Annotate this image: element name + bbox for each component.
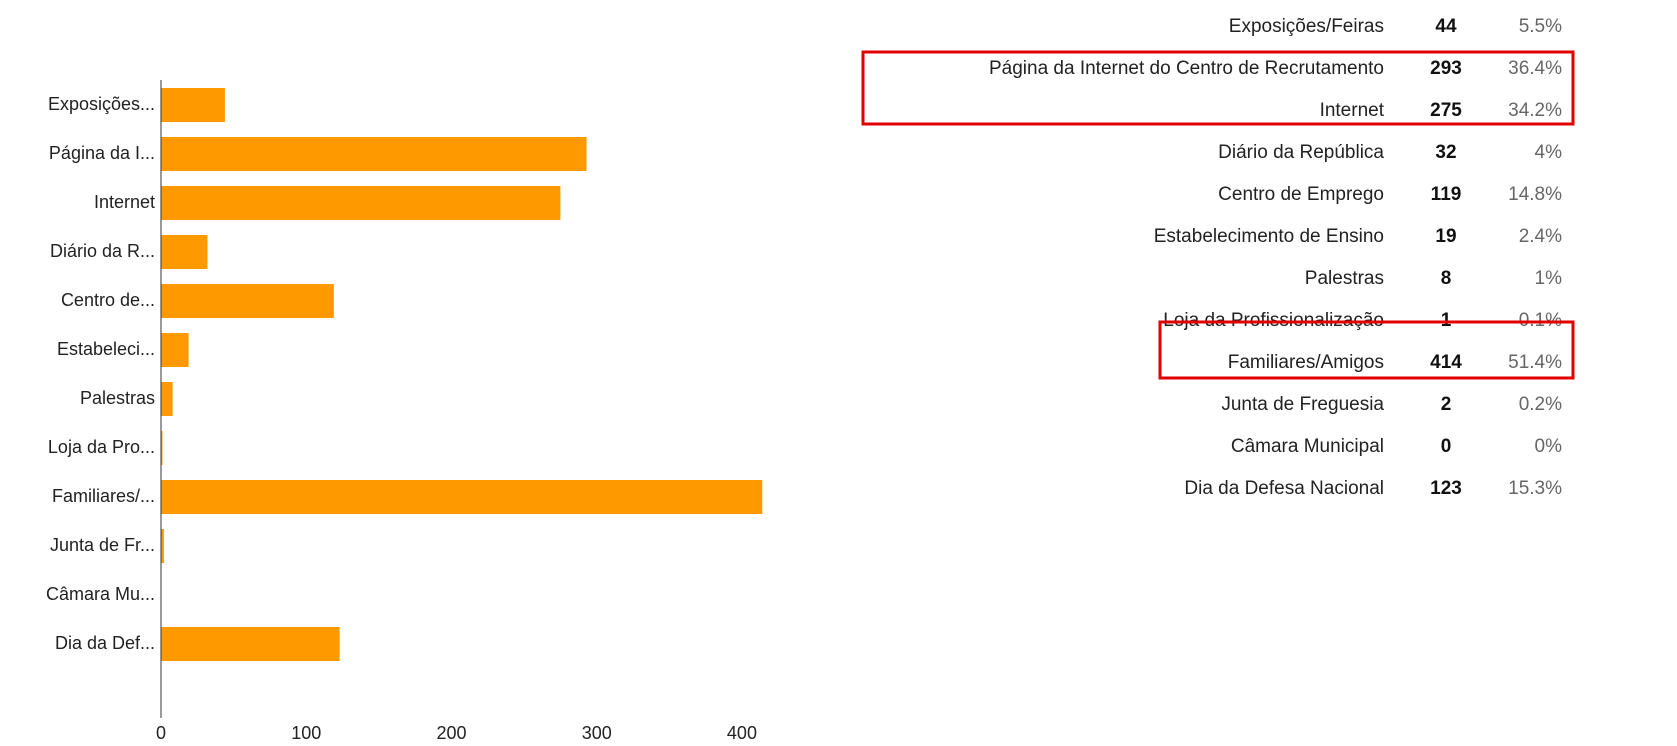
y-tick-label: Centro de...	[61, 290, 155, 310]
row-percent: 51.4%	[1508, 352, 1562, 373]
row-label: Câmara Municipal	[1231, 436, 1384, 457]
bar	[161, 627, 340, 661]
highlight-box	[1158, 320, 1575, 380]
row-count: 0	[1441, 436, 1452, 457]
row-count: 19	[1435, 226, 1456, 247]
row-label: Página da Internet do Centro de Recrutam…	[989, 58, 1384, 79]
row-percent: 15.3%	[1508, 478, 1562, 499]
bar	[161, 529, 164, 563]
row-label: Diário da República	[1218, 142, 1384, 163]
bar	[161, 382, 173, 416]
row-percent: 4%	[1535, 142, 1563, 163]
y-tick-label: Familiares/...	[52, 486, 155, 506]
row-percent: 36.4%	[1508, 58, 1562, 79]
x-tick-label: 400	[727, 723, 757, 743]
bar	[161, 137, 587, 171]
y-tick-label: Internet	[94, 192, 155, 212]
row-percent: 14.8%	[1508, 184, 1562, 205]
row-percent: 0.2%	[1519, 394, 1562, 415]
y-tick-label: Palestras	[80, 388, 155, 408]
y-tick-label: Dia da Def...	[55, 633, 155, 653]
y-tick-label: Estabeleci...	[57, 339, 155, 359]
row-label: Dia da Defesa Nacional	[1184, 478, 1384, 499]
bar	[161, 88, 225, 122]
highlight-box	[861, 50, 1575, 126]
row-percent: 0%	[1535, 436, 1563, 457]
row-count: 123	[1430, 478, 1462, 499]
bar	[161, 235, 208, 269]
row-count: 44	[1435, 16, 1457, 37]
row-label: Exposições/Feiras	[1229, 16, 1384, 37]
row-count: 32	[1435, 142, 1456, 163]
y-tick-label: Câmara Mu...	[46, 584, 155, 604]
row-count: 119	[1431, 184, 1462, 205]
row-percent: 34.2%	[1508, 100, 1562, 121]
row-percent: 1%	[1535, 268, 1563, 289]
row-count: 293	[1430, 58, 1462, 79]
x-tick-label: 100	[291, 723, 321, 743]
row-label: Junta de Freguesia	[1221, 394, 1384, 415]
y-tick-label: Loja da Pro...	[48, 437, 155, 457]
bar-chart: Exposições... Página da I... Internet Diári…	[46, 80, 763, 743]
x-tick-label: 0	[156, 723, 166, 743]
x-tick-label: 300	[582, 723, 612, 743]
row-count: 2	[1441, 394, 1452, 415]
row-count: 275	[1430, 100, 1462, 121]
row-count: 414	[1430, 352, 1462, 373]
y-tick-label: Página da I...	[49, 143, 155, 163]
bar	[161, 284, 334, 318]
bar	[161, 186, 561, 220]
y-tick-label: Diário da R...	[50, 241, 155, 261]
y-tick-label: Junta de Fr...	[50, 535, 155, 555]
bar	[161, 480, 763, 514]
y-tick-label: Exposições...	[48, 94, 155, 114]
bar	[161, 431, 163, 465]
row-label: Palestras	[1305, 268, 1384, 289]
row-percent: 2.4%	[1519, 226, 1562, 247]
x-tick-label: 200	[436, 723, 466, 743]
summary-table: Exposições/Feiras 44 5.5% Página da Interne…	[989, 16, 1562, 499]
row-count: 8	[1441, 268, 1452, 289]
bar	[161, 333, 189, 367]
row-label: Estabelecimento de Ensino	[1154, 226, 1384, 247]
row-percent: 5.5%	[1519, 16, 1562, 37]
row-label: Internet	[1320, 100, 1385, 121]
row-label: Centro de Emprego	[1218, 184, 1384, 205]
row-label: Familiares/Amigos	[1228, 352, 1384, 373]
